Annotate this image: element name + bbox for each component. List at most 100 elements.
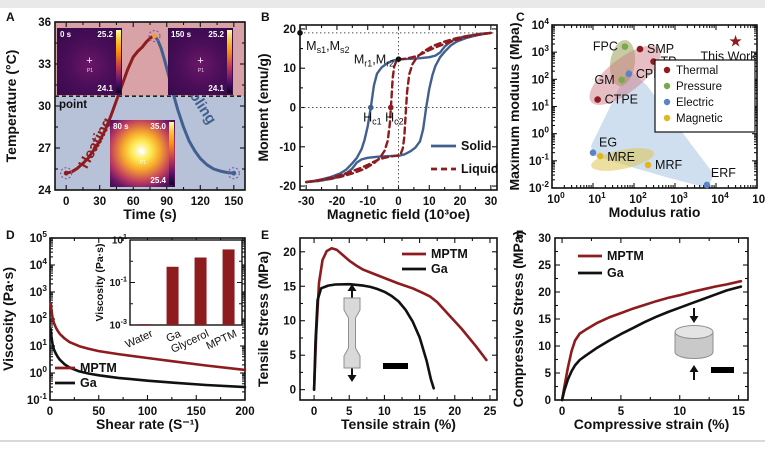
tick-label: 20 <box>448 406 461 418</box>
legend-label-Ga: Ga <box>431 262 449 276</box>
probe-label: P1 <box>197 68 205 75</box>
legend-entry-Electric: Electric <box>676 97 714 109</box>
page-top-bar <box>0 0 765 8</box>
inset-time-label: 80 s <box>113 122 129 131</box>
chart-c-modulus-vs-ratio: 100 101 102 103 104 105 10-2 10-1 100 101 102 103 10… <box>510 17 765 220</box>
panel-c-label: C <box>516 10 525 24</box>
axes-frame <box>299 237 498 401</box>
panel-b-hysteresis: B -30-20-100102030-20-1001020Ms1​,Ms2​Mr… <box>255 8 510 226</box>
tick-label: 5 <box>290 350 297 362</box>
legend-dot-Pressure <box>663 82 671 90</box>
tick-label: -10 <box>279 142 296 154</box>
y-axis-label: Moment (emu/g) <box>255 53 271 161</box>
chart-f-compressive-stress-strain: 0 5 10 15 0 5 10 15 20 25 30 MPTM Ga Compressive stra… <box>510 231 749 432</box>
tick-label: 10-1 <box>529 153 550 168</box>
tick-label: 20 <box>283 247 296 259</box>
colorbar-icon <box>116 30 121 93</box>
legend-label-Ga: Ga <box>607 266 625 280</box>
tick-label: 24 <box>38 185 51 197</box>
tick-label: 0 <box>395 196 401 208</box>
tick-label: 36 <box>38 17 51 29</box>
tensile-specimen-icon <box>343 297 361 369</box>
load-arrow-head <box>347 284 357 291</box>
inset-min-temp: 25.4 <box>150 176 166 185</box>
series-Cooling <box>153 34 236 175</box>
probe-label: P1 <box>86 68 94 75</box>
endpoint-dot <box>63 170 69 176</box>
tick-label: 90 <box>160 196 173 208</box>
legend-label-MPTM: MPTM <box>431 247 468 261</box>
chart-b-moment-vs-field: -30-20-100102030-20-1001020Ms1​,Ms2​Mr1​… <box>255 24 499 222</box>
tick-label: 104 <box>30 257 48 272</box>
legend-label-MPTM: MPTM <box>607 249 644 263</box>
point-label-CTPE: CTPE <box>605 93 638 107</box>
endpoint-dot <box>231 170 237 176</box>
load-arrow-head <box>689 316 699 323</box>
tick-label: 5 <box>346 406 353 418</box>
series-MPTM <box>49 302 247 372</box>
tick-label: 100 <box>30 365 48 380</box>
panel-a-temperature: A 03060901201502427303336meltingpointHea… <box>0 8 255 226</box>
category-region <box>589 45 661 105</box>
star-this-work: ★ <box>728 33 742 50</box>
tick-label: 5 <box>545 368 552 380</box>
legend-label-Ga: Ga <box>80 376 98 390</box>
tick-label: 10-2 <box>529 180 550 195</box>
inset-max-temp: 35.0 <box>150 122 166 131</box>
tick-label: 101 <box>30 338 48 353</box>
panel-d-viscosity: D 0 50 100 150 200 10-1 100 101 102 103 104 105 MPTM… <box>0 226 255 444</box>
tick-label: 60 <box>127 196 140 208</box>
series-MPTM <box>312 247 488 391</box>
legend-label-Liquid: Liquid <box>461 162 499 176</box>
legend-entry-Magnetic: Magnetic <box>676 113 723 125</box>
thermal-inset-0s: 0 s 25.2 24.1 P1 <box>57 28 122 95</box>
tick-label: 10 <box>283 316 296 328</box>
tick-label: 15 <box>283 281 296 293</box>
tick-label: 103 <box>670 191 688 206</box>
series-Ga <box>560 285 743 402</box>
point-SMP <box>636 45 644 53</box>
probe-label: P1 <box>139 160 147 167</box>
tick-label: 0 <box>47 406 53 418</box>
tick-label: 104 <box>711 191 729 206</box>
tick-label: 30 <box>93 196 106 208</box>
bar-label-Ga: Ga <box>164 327 183 344</box>
point-label-ERF: ERF <box>711 166 736 180</box>
tick-label: 20 <box>538 287 551 299</box>
tick-label: -20 <box>329 196 346 208</box>
x-axis-label: Modulus ratio <box>609 204 701 220</box>
tick-label: 10-3 <box>109 317 127 332</box>
endpoint-marker <box>148 29 161 43</box>
key-point-dot <box>395 56 402 62</box>
inset-max-temp: 25.2 <box>208 30 224 39</box>
tick-label: 25 <box>538 260 551 272</box>
point-label-GM: GM <box>595 73 615 87</box>
tick-label: 101 <box>588 191 606 206</box>
tick-label: 10 <box>538 341 551 353</box>
legend-entry-Thermal: Thermal <box>676 65 718 77</box>
legend-label-Solid: Solid <box>461 139 492 153</box>
y-axis-label: Temperature (°C) <box>3 50 19 163</box>
tick-label: 10 <box>423 196 436 208</box>
point-CPBE <box>625 70 633 78</box>
endpoint-dot <box>152 33 157 39</box>
tick-label: 20 <box>454 196 467 208</box>
panel-c-modulus-scatter: C 100 101 102 103 104 105 10-2 10-1 100 101 102 103… <box>510 8 765 226</box>
category-region <box>591 148 654 171</box>
tick-label: 0 <box>545 395 551 407</box>
page-bottom-rule <box>0 440 765 442</box>
point-EG <box>589 149 597 156</box>
tick-label: -10 <box>359 196 376 208</box>
tick-label: 200 <box>235 406 254 418</box>
tick-label: 10-1 <box>27 392 48 407</box>
legend-dot-Electric <box>663 98 671 106</box>
x-axis-label: Shear rate (S⁻¹) <box>96 416 199 432</box>
y-axis-label: Tensile Stress (MPa) <box>255 251 271 387</box>
panel-a-label: A <box>6 10 15 24</box>
tick-label: 5 <box>618 406 625 418</box>
load-arrow-head <box>347 375 357 382</box>
tick-label: 103 <box>30 284 48 299</box>
point-CTPE <box>594 96 601 103</box>
